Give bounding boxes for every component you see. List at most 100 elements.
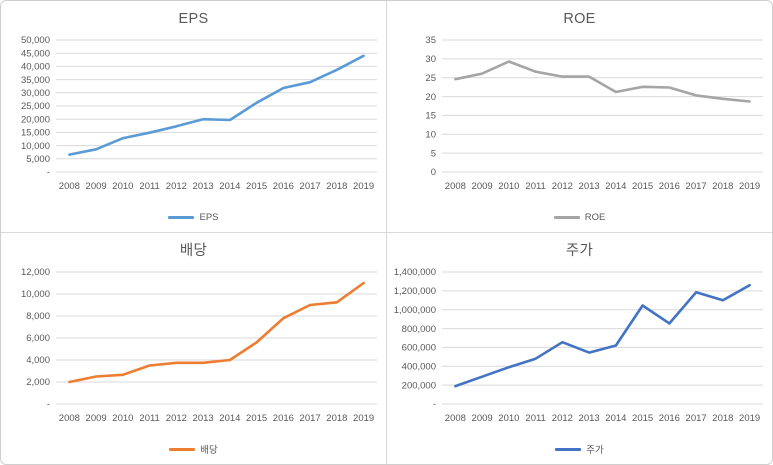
- x-tick-label: 2010: [498, 181, 519, 192]
- x-tick-label: 2017: [300, 413, 321, 424]
- x-tick-label: 2008: [445, 413, 466, 424]
- y-tick-label: 40,000: [21, 62, 50, 73]
- eps-series-line: [68, 54, 365, 156]
- x-tick-label: 2019: [739, 181, 760, 192]
- x-tick-label: 2017: [686, 413, 707, 424]
- y-tick-label: 30: [425, 54, 436, 65]
- y-tick-label: 10,000: [21, 289, 50, 300]
- y-tick-label: 5,000: [26, 154, 50, 165]
- x-tick-label: 2016: [659, 413, 680, 424]
- stock-price-legend: 주가: [387, 434, 772, 464]
- y-tick-label: 600,000: [402, 343, 436, 354]
- stock-price-series-line: [454, 283, 751, 388]
- x-tick-label: 2009: [472, 413, 493, 424]
- y-tick-label: 8,000: [26, 311, 50, 322]
- x-tick-label: 2012: [552, 413, 573, 424]
- eps-chart-title: EPS: [178, 11, 209, 27]
- x-tick-label: 2016: [273, 181, 294, 192]
- x-tick-label: 2014: [219, 181, 240, 192]
- roe-legend-label: ROE: [584, 211, 606, 223]
- stock-price-line-chart: - 200,000 400,000 600,000 800,000 1,000,000 1,…: [394, 267, 763, 424]
- y-tick-label: -: [47, 399, 50, 410]
- roe-line-chart: 0 5 10 15 20 25 30 35 2008 2009 2010 2011 2012 2013 20…: [425, 35, 763, 192]
- x-tick-label: 2015: [246, 413, 267, 424]
- x-tick-label: 2019: [739, 413, 760, 424]
- x-tick-label: 2010: [498, 413, 519, 424]
- y-tick-label: 25,000: [21, 101, 50, 112]
- dividend-legend-label: 배당: [200, 445, 218, 456]
- y-tick-label: 4,000: [26, 355, 50, 366]
- x-tick-label: 2017: [300, 181, 321, 192]
- x-tick-label: 2011: [525, 181, 545, 192]
- y-tick-label: 200,000: [402, 380, 436, 391]
- y-tick-label: -: [433, 399, 436, 410]
- y-tick-label: 20,000: [21, 114, 50, 125]
- roe-series-line: [454, 60, 751, 103]
- x-tick-label: 2011: [139, 181, 159, 192]
- x-tick-label: 2018: [326, 413, 347, 424]
- roe-legend-swatch: [553, 215, 580, 219]
- dividend-line-chart: - 2,000 4,000 6,000 8,000 10,000 12,000 2008 200…: [21, 267, 377, 424]
- x-tick-label: 2018: [712, 181, 733, 192]
- x-tick-label: 2014: [605, 413, 626, 424]
- eps-chart-panel: EPS - 5,000 10,000 15,000 20,000 25,000 30,000…: [1, 1, 386, 232]
- y-tick-label: 45,000: [21, 48, 50, 59]
- y-tick-label: 6,000: [26, 333, 50, 344]
- x-tick-label: 2011: [139, 413, 159, 424]
- y-tick-label: 15: [425, 111, 436, 122]
- y-tick-label: 30,000: [21, 88, 50, 99]
- eps-legend-swatch: [168, 215, 195, 219]
- x-tick-label: 2013: [579, 181, 600, 192]
- x-tick-label: 2016: [273, 413, 294, 424]
- eps-legend: EPS: [1, 202, 386, 232]
- y-tick-label: 10: [425, 129, 436, 140]
- y-tick-label: 1,000,000: [394, 305, 436, 316]
- y-tick-label: 15,000: [21, 128, 50, 139]
- x-tick-label: 2018: [326, 181, 347, 192]
- x-tick-label: 2013: [193, 181, 214, 192]
- x-tick-label: 2010: [112, 181, 133, 192]
- roe-chart-title: ROE: [563, 11, 596, 27]
- dividend-chart-title: 배당: [179, 243, 208, 259]
- x-tick-label: 2015: [632, 181, 653, 192]
- stock-price-chart-panel: 주가 - 200,000 400,000 600,000 800,000 1,000,00…: [387, 233, 772, 464]
- x-tick-label: 2012: [166, 413, 187, 424]
- eps-line-chart: - 5,000 10,000 15,000 20,000 25,000 30,000 35,0…: [21, 35, 377, 192]
- x-tick-label: 2014: [219, 413, 240, 424]
- x-tick-label: 2017: [686, 181, 707, 192]
- y-tick-label: 25: [425, 73, 436, 84]
- y-tick-label: 35: [425, 35, 436, 46]
- x-tick-label: 2008: [59, 181, 80, 192]
- x-tick-label: 2013: [579, 413, 600, 424]
- x-tick-label: 2019: [353, 181, 374, 192]
- x-tick-label: 2016: [659, 181, 680, 192]
- y-tick-label: 0: [431, 167, 436, 178]
- y-tick-label: 35,000: [21, 75, 50, 86]
- x-tick-label: 2015: [632, 413, 653, 424]
- y-tick-label: 1,400,000: [394, 267, 436, 278]
- x-tick-label: 2009: [86, 413, 107, 424]
- y-tick-label: 20: [425, 92, 436, 103]
- y-tick-label: 12,000: [21, 267, 50, 278]
- y-tick-label: 1,200,000: [394, 286, 436, 297]
- dividend-legend-swatch: [169, 447, 196, 451]
- x-tick-label: 2010: [112, 413, 133, 424]
- x-tick-label: 2008: [445, 181, 466, 192]
- x-tick-label: 2018: [712, 413, 733, 424]
- x-tick-label: 2012: [166, 181, 187, 192]
- roe-chart-panel: ROE 0 5 10 15 20 25 30 35 2008 2009 2010 2011 2012 20…: [387, 1, 772, 232]
- x-tick-label: 2008: [59, 413, 80, 424]
- x-tick-label: 2012: [552, 181, 573, 192]
- y-tick-label: 10,000: [21, 141, 50, 152]
- x-tick-label: 2014: [605, 181, 626, 192]
- x-tick-label: 2009: [86, 181, 107, 192]
- x-tick-label: 2015: [246, 181, 267, 192]
- y-tick-label: -: [47, 167, 50, 178]
- x-tick-label: 2011: [525, 413, 545, 424]
- x-tick-label: 2009: [472, 181, 493, 192]
- y-tick-label: 2,000: [26, 377, 50, 388]
- y-tick-label: 5: [431, 148, 436, 159]
- stock-price-legend-swatch: [555, 447, 582, 451]
- y-tick-label: 800,000: [402, 324, 436, 335]
